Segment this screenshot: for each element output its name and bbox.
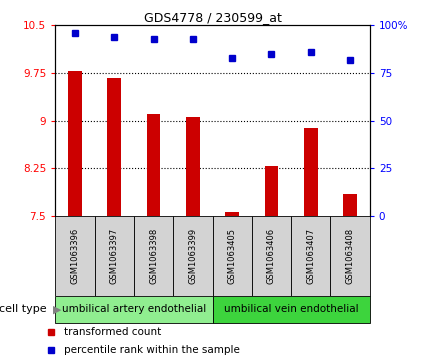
Text: umbilical artery endothelial: umbilical artery endothelial bbox=[62, 305, 206, 314]
Bar bbox=[173, 216, 212, 296]
Bar bbox=[134, 216, 173, 296]
Bar bbox=[55, 296, 212, 323]
Text: ▶: ▶ bbox=[53, 305, 62, 314]
Text: percentile rank within the sample: percentile rank within the sample bbox=[64, 345, 240, 355]
Bar bbox=[252, 216, 291, 296]
Bar bbox=[212, 296, 370, 323]
Bar bbox=[186, 117, 200, 216]
Bar bbox=[68, 70, 82, 216]
Text: GSM1063408: GSM1063408 bbox=[346, 228, 354, 284]
Bar bbox=[291, 216, 331, 296]
Bar bbox=[212, 216, 252, 296]
Bar bbox=[94, 216, 134, 296]
Text: GSM1063405: GSM1063405 bbox=[228, 228, 237, 284]
Text: GSM1063397: GSM1063397 bbox=[110, 228, 119, 284]
Text: transformed count: transformed count bbox=[64, 327, 161, 337]
Text: umbilical vein endothelial: umbilical vein endothelial bbox=[224, 305, 358, 314]
Bar bbox=[147, 114, 160, 216]
Bar bbox=[343, 194, 357, 216]
Bar bbox=[108, 78, 121, 216]
Text: GSM1063407: GSM1063407 bbox=[306, 228, 315, 284]
Text: GSM1063399: GSM1063399 bbox=[188, 228, 197, 284]
Bar bbox=[55, 216, 94, 296]
Title: GDS4778 / 230599_at: GDS4778 / 230599_at bbox=[144, 11, 281, 24]
Text: cell type: cell type bbox=[0, 305, 47, 314]
Text: GSM1063396: GSM1063396 bbox=[71, 228, 79, 284]
Bar bbox=[331, 216, 370, 296]
Bar bbox=[265, 166, 278, 216]
Bar bbox=[225, 212, 239, 216]
Bar bbox=[304, 128, 317, 216]
Text: GSM1063406: GSM1063406 bbox=[267, 228, 276, 284]
Text: GSM1063398: GSM1063398 bbox=[149, 228, 158, 284]
